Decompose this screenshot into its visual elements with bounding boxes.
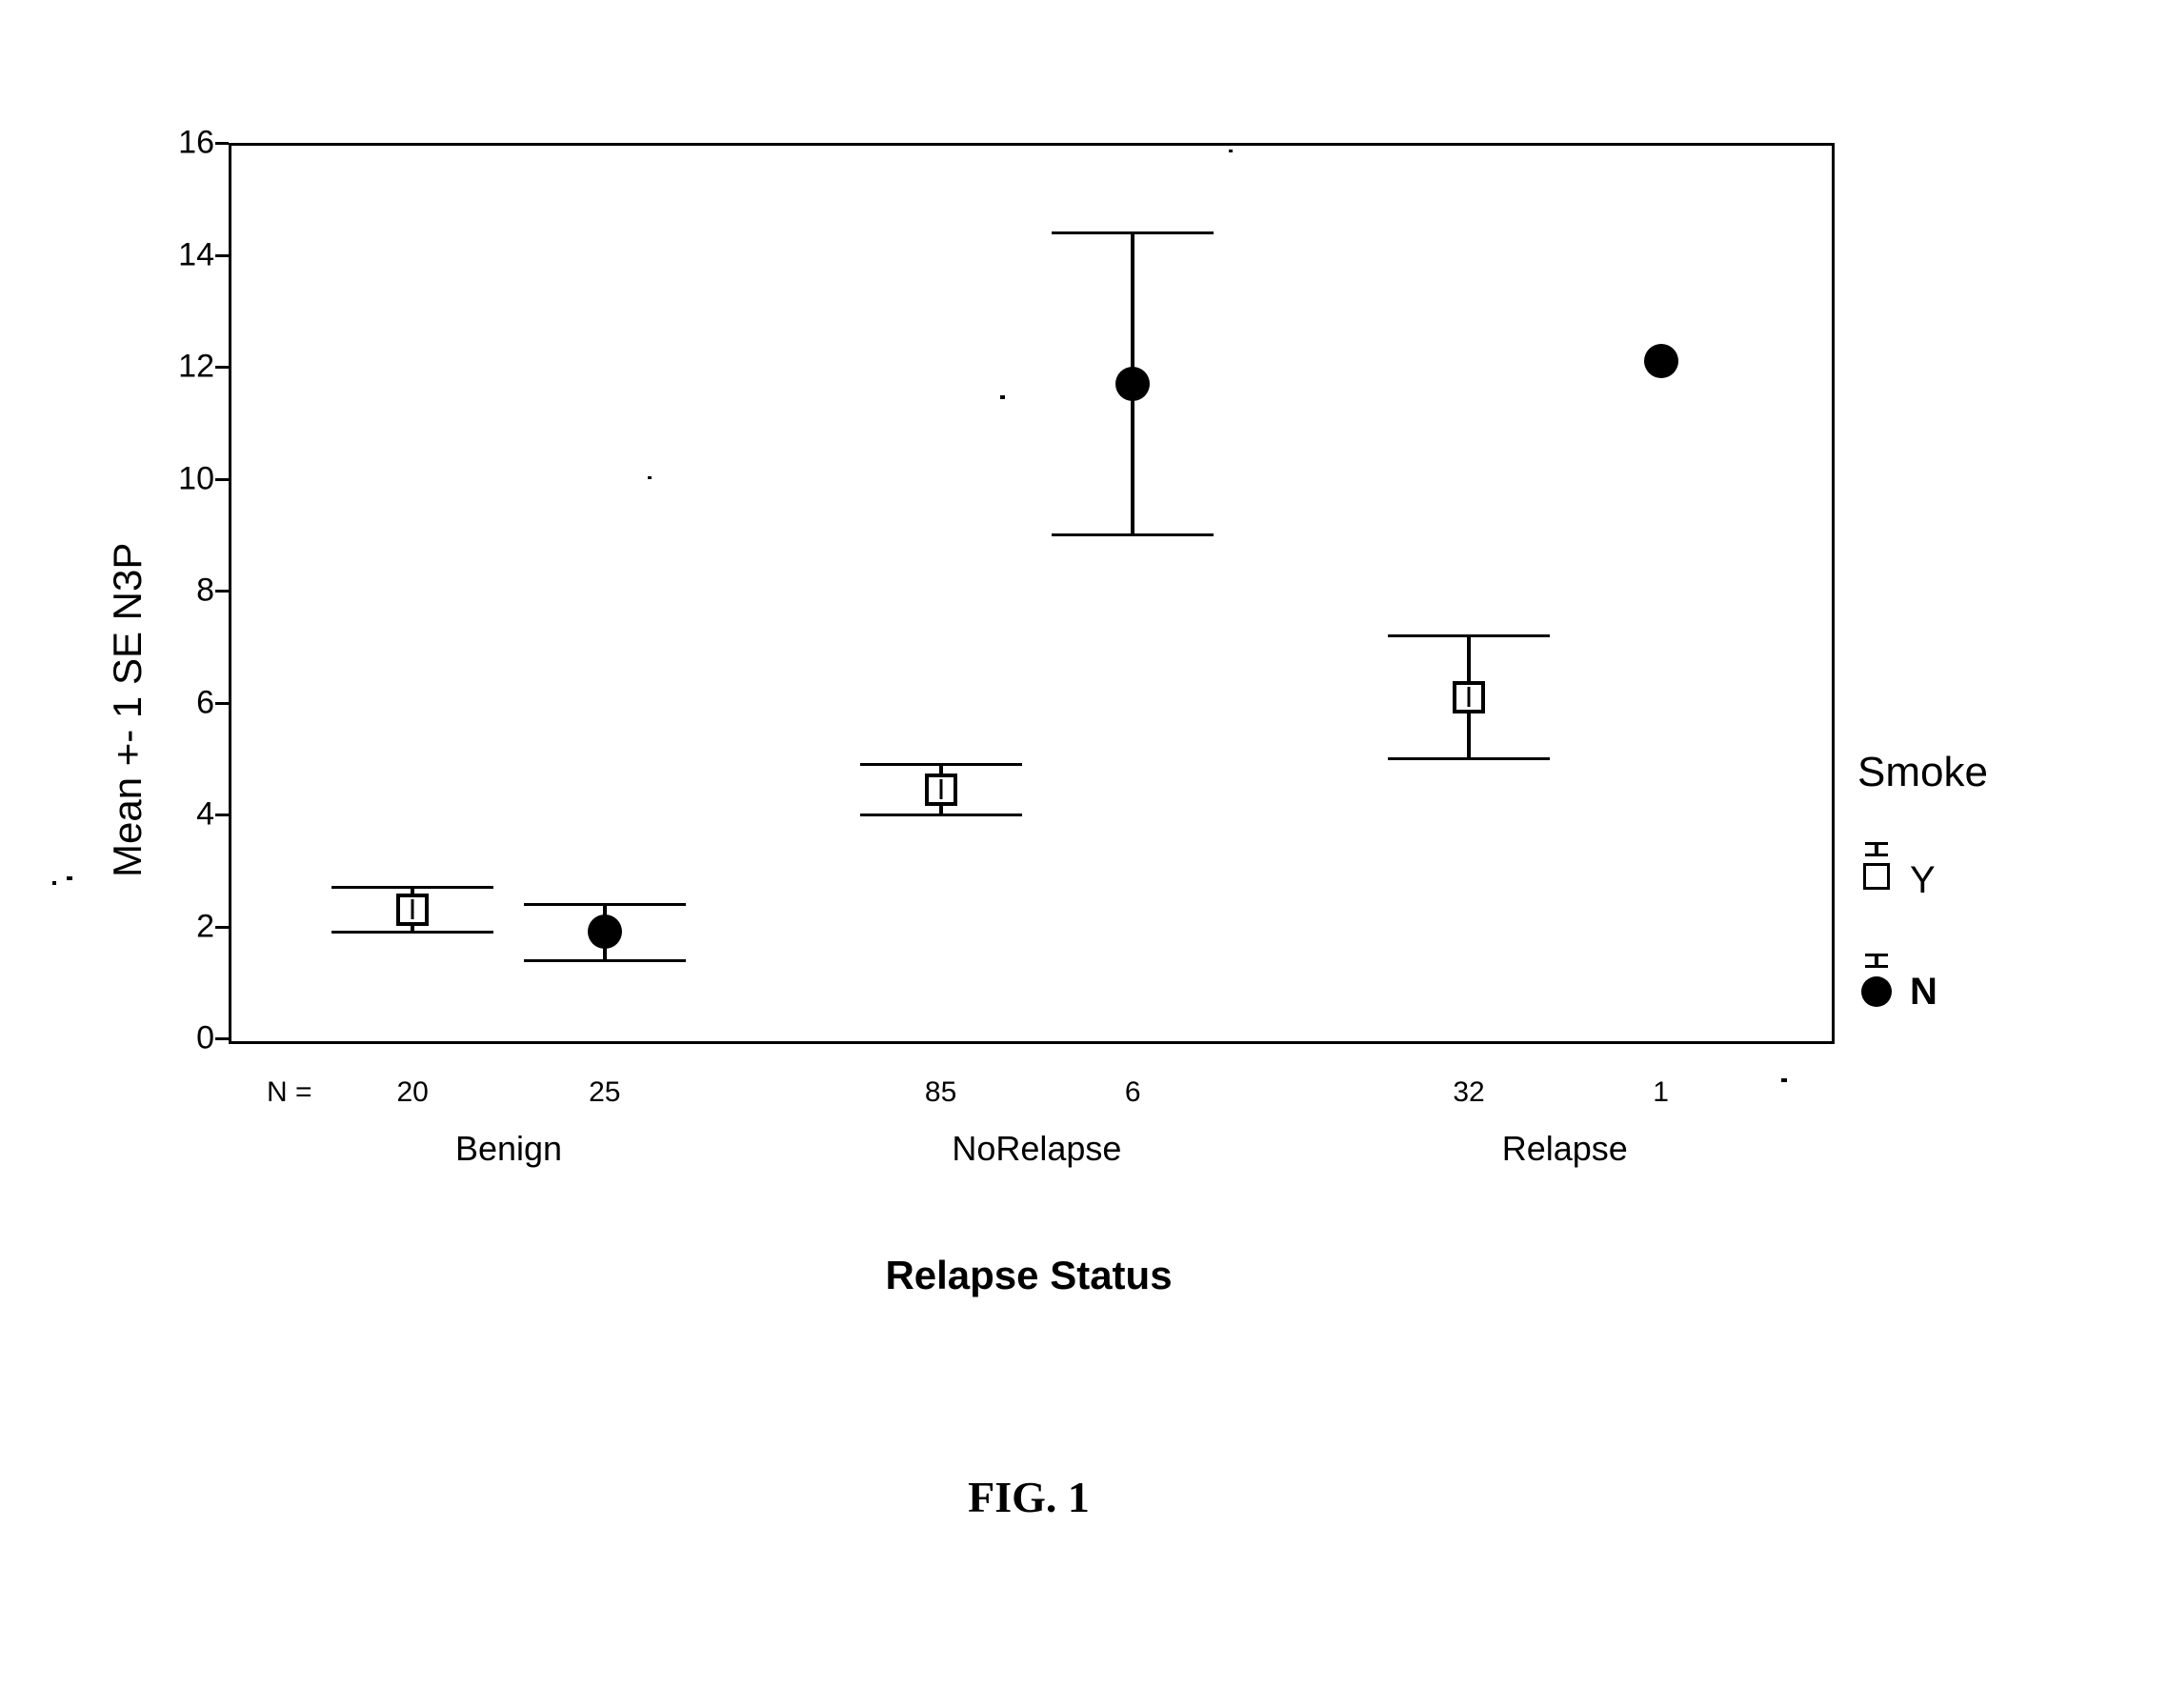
ytick-mark bbox=[215, 142, 229, 145]
error-cap bbox=[1388, 634, 1550, 637]
speck bbox=[1229, 150, 1233, 152]
ytick-label: 0 bbox=[162, 1020, 214, 1057]
data-point-square bbox=[925, 774, 957, 806]
n-count-label: 1 bbox=[1653, 1076, 1669, 1109]
speck bbox=[67, 876, 72, 880]
legend-errorcap-icon bbox=[1865, 854, 1888, 856]
n-count-label: 32 bbox=[1453, 1076, 1484, 1109]
error-cap bbox=[1388, 757, 1550, 760]
data-point-circle bbox=[1644, 344, 1678, 378]
speck bbox=[1000, 395, 1005, 399]
y-axis-label: Mean +- 1 SE N3P bbox=[105, 542, 151, 876]
ytick-label: 10 bbox=[162, 460, 214, 497]
error-cap bbox=[524, 959, 686, 962]
speck bbox=[52, 881, 56, 885]
legend-circle-icon bbox=[1861, 976, 1892, 1007]
legend-title: Smoke bbox=[1857, 749, 1988, 796]
ytick-label: 2 bbox=[162, 908, 214, 945]
legend-errorcap-icon bbox=[1865, 965, 1888, 968]
page: Mean +- 1 SE N3P Relapse Status FIG. 1 S… bbox=[0, 0, 2168, 1708]
ytick-label: 14 bbox=[162, 236, 214, 273]
n-row-prefix: N = bbox=[267, 1076, 312, 1109]
ytick-mark bbox=[215, 814, 229, 816]
category-label: NoRelapse bbox=[952, 1129, 1121, 1169]
error-cap bbox=[331, 931, 493, 934]
ytick-mark bbox=[215, 1037, 229, 1040]
ytick-mark bbox=[215, 926, 229, 929]
ytick-mark bbox=[215, 366, 229, 369]
ytick-label: 8 bbox=[162, 573, 214, 610]
plot-area bbox=[229, 143, 1835, 1044]
error-cap bbox=[1052, 533, 1214, 536]
ytick-label: 16 bbox=[162, 125, 214, 162]
legend-item-n: N bbox=[1910, 971, 1937, 1014]
ytick-mark bbox=[215, 590, 229, 593]
ytick-label: 4 bbox=[162, 796, 214, 834]
legend-item-y: Y bbox=[1910, 859, 1936, 902]
data-point-circle bbox=[1115, 367, 1150, 401]
ytick-mark bbox=[215, 254, 229, 257]
data-point-circle bbox=[588, 914, 622, 949]
n-count-label: 85 bbox=[925, 1076, 956, 1109]
speck bbox=[648, 476, 652, 479]
data-point-square bbox=[396, 894, 429, 926]
speck bbox=[1781, 1078, 1787, 1082]
error-cap bbox=[331, 886, 493, 889]
legend-errorbar-icon bbox=[1875, 842, 1878, 854]
category-label: Relapse bbox=[1502, 1129, 1628, 1169]
ytick-mark bbox=[215, 702, 229, 705]
n-count-label: 20 bbox=[397, 1076, 429, 1109]
error-cap bbox=[1052, 231, 1214, 234]
error-cap bbox=[860, 763, 1022, 766]
figure-label: FIG. 1 bbox=[968, 1472, 1090, 1522]
ytick-mark bbox=[215, 478, 229, 481]
error-cap bbox=[524, 903, 686, 906]
n-count-label: 25 bbox=[589, 1076, 620, 1109]
legend-errorbar-icon bbox=[1875, 954, 1878, 965]
n-count-label: 6 bbox=[1125, 1076, 1141, 1109]
data-point-square bbox=[1453, 681, 1485, 713]
legend-square-icon bbox=[1863, 863, 1890, 890]
ytick-label: 12 bbox=[162, 349, 214, 386]
ytick-label: 6 bbox=[162, 684, 214, 721]
x-axis-label: Relapse Status bbox=[885, 1253, 1172, 1298]
error-cap bbox=[860, 814, 1022, 816]
category-label: Benign bbox=[455, 1129, 562, 1169]
